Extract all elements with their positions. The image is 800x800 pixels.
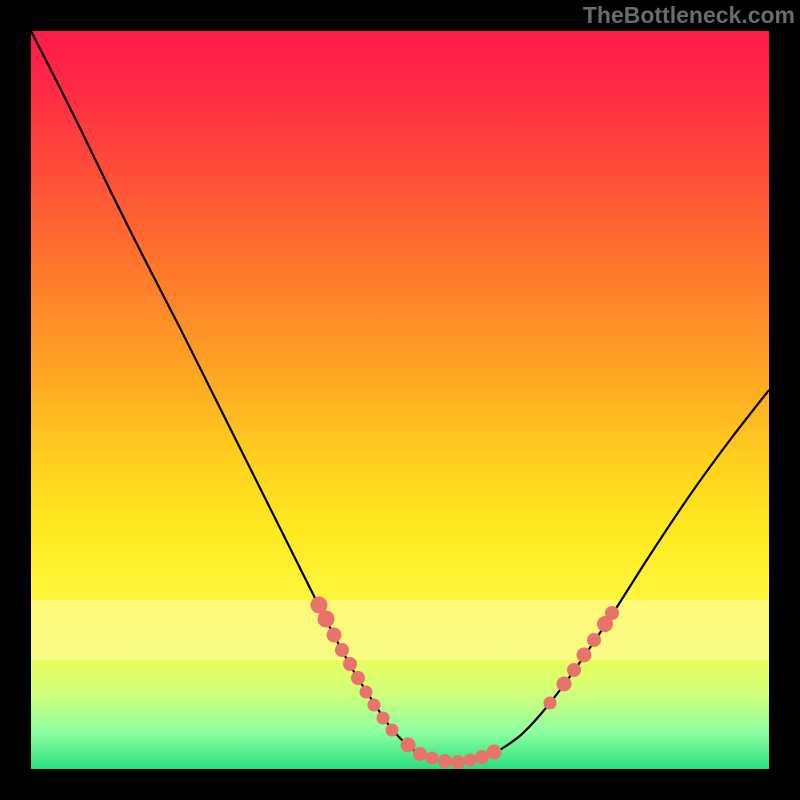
data-marker [567, 663, 581, 677]
data-marker [335, 643, 349, 657]
data-marker [377, 712, 390, 725]
data-marker [557, 677, 572, 692]
data-marker [413, 747, 427, 761]
data-marker [343, 657, 357, 671]
data-marker [587, 633, 601, 647]
data-marker [318, 611, 335, 628]
data-marker [438, 754, 452, 768]
bottleneck-curve-chart [0, 0, 800, 800]
data-marker [368, 699, 381, 712]
watermark-label: TheBottleneck.com [583, 2, 795, 29]
data-marker [327, 628, 342, 643]
data-marker [544, 697, 557, 710]
pale-band [31, 600, 769, 660]
data-marker [605, 606, 619, 620]
data-marker [577, 648, 592, 663]
data-marker [386, 724, 399, 737]
data-marker [351, 671, 365, 685]
data-marker [451, 755, 465, 769]
data-marker [401, 738, 416, 753]
data-marker [464, 754, 477, 767]
data-marker [360, 686, 373, 699]
data-marker [487, 745, 502, 760]
data-marker [426, 752, 439, 765]
